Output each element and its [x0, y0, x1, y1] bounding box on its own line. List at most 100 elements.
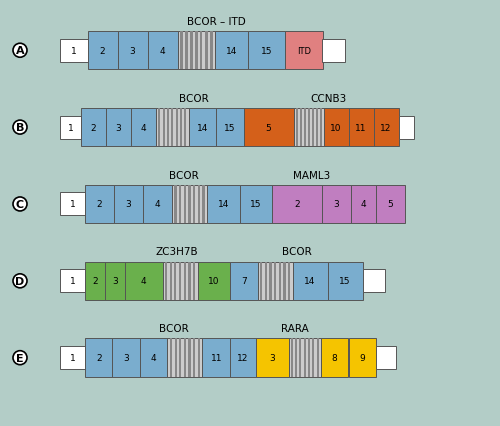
Text: 3: 3 [112, 276, 118, 286]
Text: 4: 4 [140, 123, 146, 132]
Bar [272, 185, 322, 224]
Text: 5: 5 [266, 123, 272, 132]
Text: 1: 1 [70, 353, 75, 363]
Bar [179, 339, 182, 377]
Bar [288, 339, 321, 377]
Text: 3: 3 [126, 200, 132, 209]
Text: 2: 2 [96, 353, 102, 363]
Bar [324, 109, 348, 147]
Bar [158, 109, 160, 147]
Bar [240, 185, 272, 224]
Text: 2: 2 [92, 276, 98, 286]
Text: 5: 5 [388, 200, 394, 209]
Text: 1: 1 [71, 46, 76, 56]
Bar [185, 32, 188, 70]
Bar [198, 339, 200, 377]
Text: 14: 14 [218, 200, 229, 209]
Bar [162, 109, 164, 147]
Bar [328, 262, 362, 300]
Text: 2: 2 [100, 46, 105, 56]
Bar [60, 116, 81, 139]
Text: CCNB3: CCNB3 [310, 94, 347, 104]
Text: RARA: RARA [282, 324, 309, 334]
Bar [207, 185, 240, 224]
Bar [188, 109, 216, 147]
Text: 8: 8 [332, 353, 338, 363]
Bar [308, 339, 310, 377]
Text: 3: 3 [124, 353, 129, 363]
Text: C: C [16, 199, 24, 210]
Bar [292, 262, 328, 300]
Text: 15: 15 [340, 276, 351, 286]
Bar [170, 339, 172, 377]
Text: 3: 3 [130, 46, 136, 56]
Bar [362, 270, 385, 293]
Bar [230, 339, 256, 377]
Text: 12: 12 [380, 123, 392, 132]
Bar [85, 262, 105, 300]
Bar [294, 109, 324, 147]
Bar [118, 32, 148, 70]
Text: 4: 4 [154, 200, 160, 209]
Bar [60, 346, 85, 369]
Text: 4: 4 [151, 353, 156, 363]
Bar [320, 109, 322, 147]
Text: 3: 3 [116, 123, 121, 132]
Bar [312, 339, 314, 377]
Bar [316, 109, 318, 147]
Bar [230, 262, 258, 300]
Text: E: E [16, 353, 24, 363]
Text: BCOR: BCOR [282, 247, 312, 257]
Text: BCOR – ITD: BCOR – ITD [188, 17, 246, 27]
Text: 10: 10 [208, 276, 220, 286]
Text: 11: 11 [210, 353, 222, 363]
Text: A: A [16, 46, 24, 56]
Bar [180, 109, 182, 147]
Bar [198, 262, 230, 300]
Bar [174, 339, 177, 377]
Bar [193, 262, 195, 300]
Text: 15: 15 [260, 46, 272, 56]
Bar [351, 185, 376, 224]
Bar [348, 339, 376, 377]
Bar [300, 339, 302, 377]
Text: BCOR: BCOR [170, 170, 199, 180]
Bar [283, 262, 286, 300]
Bar [188, 262, 190, 300]
Bar [140, 339, 168, 377]
Bar [179, 185, 182, 224]
Bar [184, 339, 186, 377]
Bar [322, 40, 345, 63]
Bar [398, 116, 413, 139]
Bar [374, 109, 398, 147]
Text: 12: 12 [238, 353, 248, 363]
Bar [216, 109, 244, 147]
Bar [184, 185, 186, 224]
Text: 2: 2 [96, 200, 102, 209]
Bar [180, 32, 182, 70]
Bar [143, 185, 172, 224]
Bar [288, 262, 290, 300]
Bar [202, 339, 230, 377]
Text: 1: 1 [70, 200, 75, 209]
Text: 2: 2 [90, 123, 96, 132]
Bar [184, 262, 186, 300]
Bar [60, 40, 88, 63]
Bar [193, 339, 196, 377]
Text: 9: 9 [360, 353, 365, 363]
Bar [179, 262, 181, 300]
Text: 1: 1 [68, 123, 73, 132]
Bar [178, 32, 215, 70]
Bar [171, 109, 173, 147]
Bar [85, 339, 112, 377]
Bar [156, 109, 188, 147]
Bar [125, 262, 162, 300]
Text: 4: 4 [360, 200, 366, 209]
Text: 14: 14 [304, 276, 316, 286]
Bar [81, 109, 106, 147]
Text: 11: 11 [356, 123, 367, 132]
Bar [193, 185, 196, 224]
Bar [269, 262, 272, 300]
Bar [112, 339, 140, 377]
Bar [170, 262, 172, 300]
